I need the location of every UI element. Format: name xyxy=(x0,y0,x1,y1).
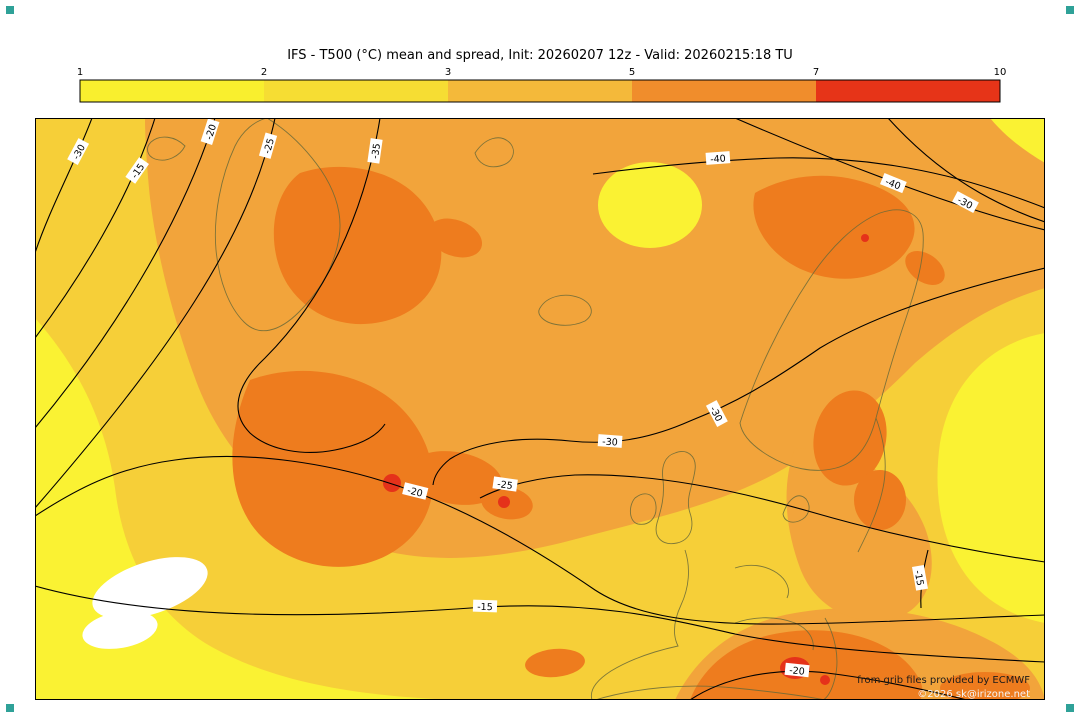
corner-mark xyxy=(6,6,14,14)
spread-blob xyxy=(525,648,585,678)
spread-blob xyxy=(990,118,1045,163)
colorbar-tick: 7 xyxy=(813,67,819,78)
contour-path-m25b xyxy=(479,474,1045,563)
contour-path-m20 xyxy=(35,118,216,429)
coastline-svalbard xyxy=(474,137,514,168)
attribution-copyright: ©2026 sk@irizone.net xyxy=(917,689,1030,700)
corner-mark xyxy=(1066,6,1074,14)
contour-label: -20 xyxy=(200,118,220,145)
contour-label: -20 xyxy=(784,662,810,678)
spread-blob xyxy=(940,672,1030,700)
coastline-mediterranean xyxy=(734,617,814,651)
contour-path-m35 xyxy=(237,118,386,453)
contour-path-m40a xyxy=(592,157,1045,209)
contour-label: -20 xyxy=(402,482,429,500)
colorbar-tick: 1 xyxy=(77,67,83,78)
spread-blob xyxy=(753,175,915,279)
coastline-iceland xyxy=(538,294,592,326)
spread-blob xyxy=(383,474,401,492)
coastline-greenland xyxy=(214,118,341,332)
svg-text:-25: -25 xyxy=(496,479,513,492)
contour-label: -40 xyxy=(880,173,907,194)
contour-path-m15 xyxy=(35,118,156,339)
spread-blob xyxy=(273,166,442,325)
coastline-italy xyxy=(822,617,838,700)
contour-path-m15b xyxy=(35,585,1045,663)
corner-mark xyxy=(1066,704,1074,712)
spread-blob xyxy=(232,370,434,567)
contour-label: -40 xyxy=(705,151,731,166)
svg-text:-20: -20 xyxy=(789,665,806,678)
coastline-scandinavia xyxy=(739,209,924,471)
spread-blob xyxy=(861,234,869,242)
coastline-south-spain xyxy=(594,685,826,700)
spread-blob xyxy=(427,218,483,258)
contour-label: -35 xyxy=(367,138,383,164)
svg-text:-15: -15 xyxy=(477,602,493,614)
colorbar-tick: 2 xyxy=(261,67,267,78)
contour-path-m40b xyxy=(734,118,1045,231)
colorbar-tick: 5 xyxy=(629,67,635,78)
svg-text:-20: -20 xyxy=(406,485,424,499)
spread-blob xyxy=(598,162,702,248)
contour-path-m30 xyxy=(35,118,93,254)
coastline-baltic xyxy=(857,417,886,553)
contour-label: -25 xyxy=(492,476,518,492)
contour-label: -15 xyxy=(472,599,498,614)
colorbar-segment-7-10 xyxy=(816,80,1000,102)
contour-label: -25 xyxy=(258,132,278,159)
corner-mark xyxy=(6,704,14,712)
coastline-france-iberia xyxy=(590,549,689,700)
contour-path-m20c xyxy=(689,670,968,700)
spread-colorbar: 1 2 3 5 7 10 xyxy=(77,67,1007,103)
colorbar-segment-2-3 xyxy=(264,80,448,102)
spread-blob xyxy=(407,451,503,505)
svg-text:-30: -30 xyxy=(602,436,618,448)
spread-blob xyxy=(905,250,945,286)
contour-labels: -30 -15 -20 -25 -35 -40 -40 -30 -30 -30 … xyxy=(67,118,979,678)
colorbar-border xyxy=(79,79,1001,103)
spread-blob xyxy=(813,390,887,486)
colorbar-segment-5-7 xyxy=(632,80,816,102)
svg-text:-20: -20 xyxy=(204,123,219,141)
svg-text:-35: -35 xyxy=(370,143,383,160)
spread-blob xyxy=(820,675,830,685)
colorbar-tick: 10 xyxy=(994,67,1007,78)
spread-blob xyxy=(82,611,158,649)
contour-path-m20b xyxy=(35,456,1045,625)
coastline-north-sea xyxy=(734,564,789,599)
spread-level-5-7 xyxy=(232,166,1030,700)
colorbar-segment-1-2 xyxy=(80,80,264,102)
coastlines xyxy=(147,118,924,700)
contour-path-m30b xyxy=(887,118,1045,223)
coastline-arctic-island xyxy=(147,136,186,161)
chart-title: IFS - T500 (°C) mean and spread, Init: 2… xyxy=(287,48,793,63)
colorbar-tick: 3 xyxy=(445,67,451,78)
svg-text:-40: -40 xyxy=(884,176,903,192)
contour-path-m30c xyxy=(432,267,1045,486)
spread-blob xyxy=(498,496,510,508)
contour-map: -30 -15 -20 -25 -35 -40 -40 -30 -30 -30 … xyxy=(35,118,1045,700)
map-frame xyxy=(35,118,1045,700)
coastline-ireland xyxy=(630,493,657,525)
svg-text:-40: -40 xyxy=(710,153,726,165)
spread-blob xyxy=(937,333,1045,623)
contour-label: -15 xyxy=(912,564,928,591)
colorbar-segment-3-5 xyxy=(448,80,632,102)
contour-path-m25 xyxy=(35,118,276,509)
contour-lines xyxy=(35,118,1045,700)
attribution-ecmwf: from grib files provided by ECMWF xyxy=(857,675,1030,686)
contour-label: -30 xyxy=(597,434,623,449)
svg-text:-25: -25 xyxy=(262,137,277,155)
svg-text:-15: -15 xyxy=(912,569,926,586)
